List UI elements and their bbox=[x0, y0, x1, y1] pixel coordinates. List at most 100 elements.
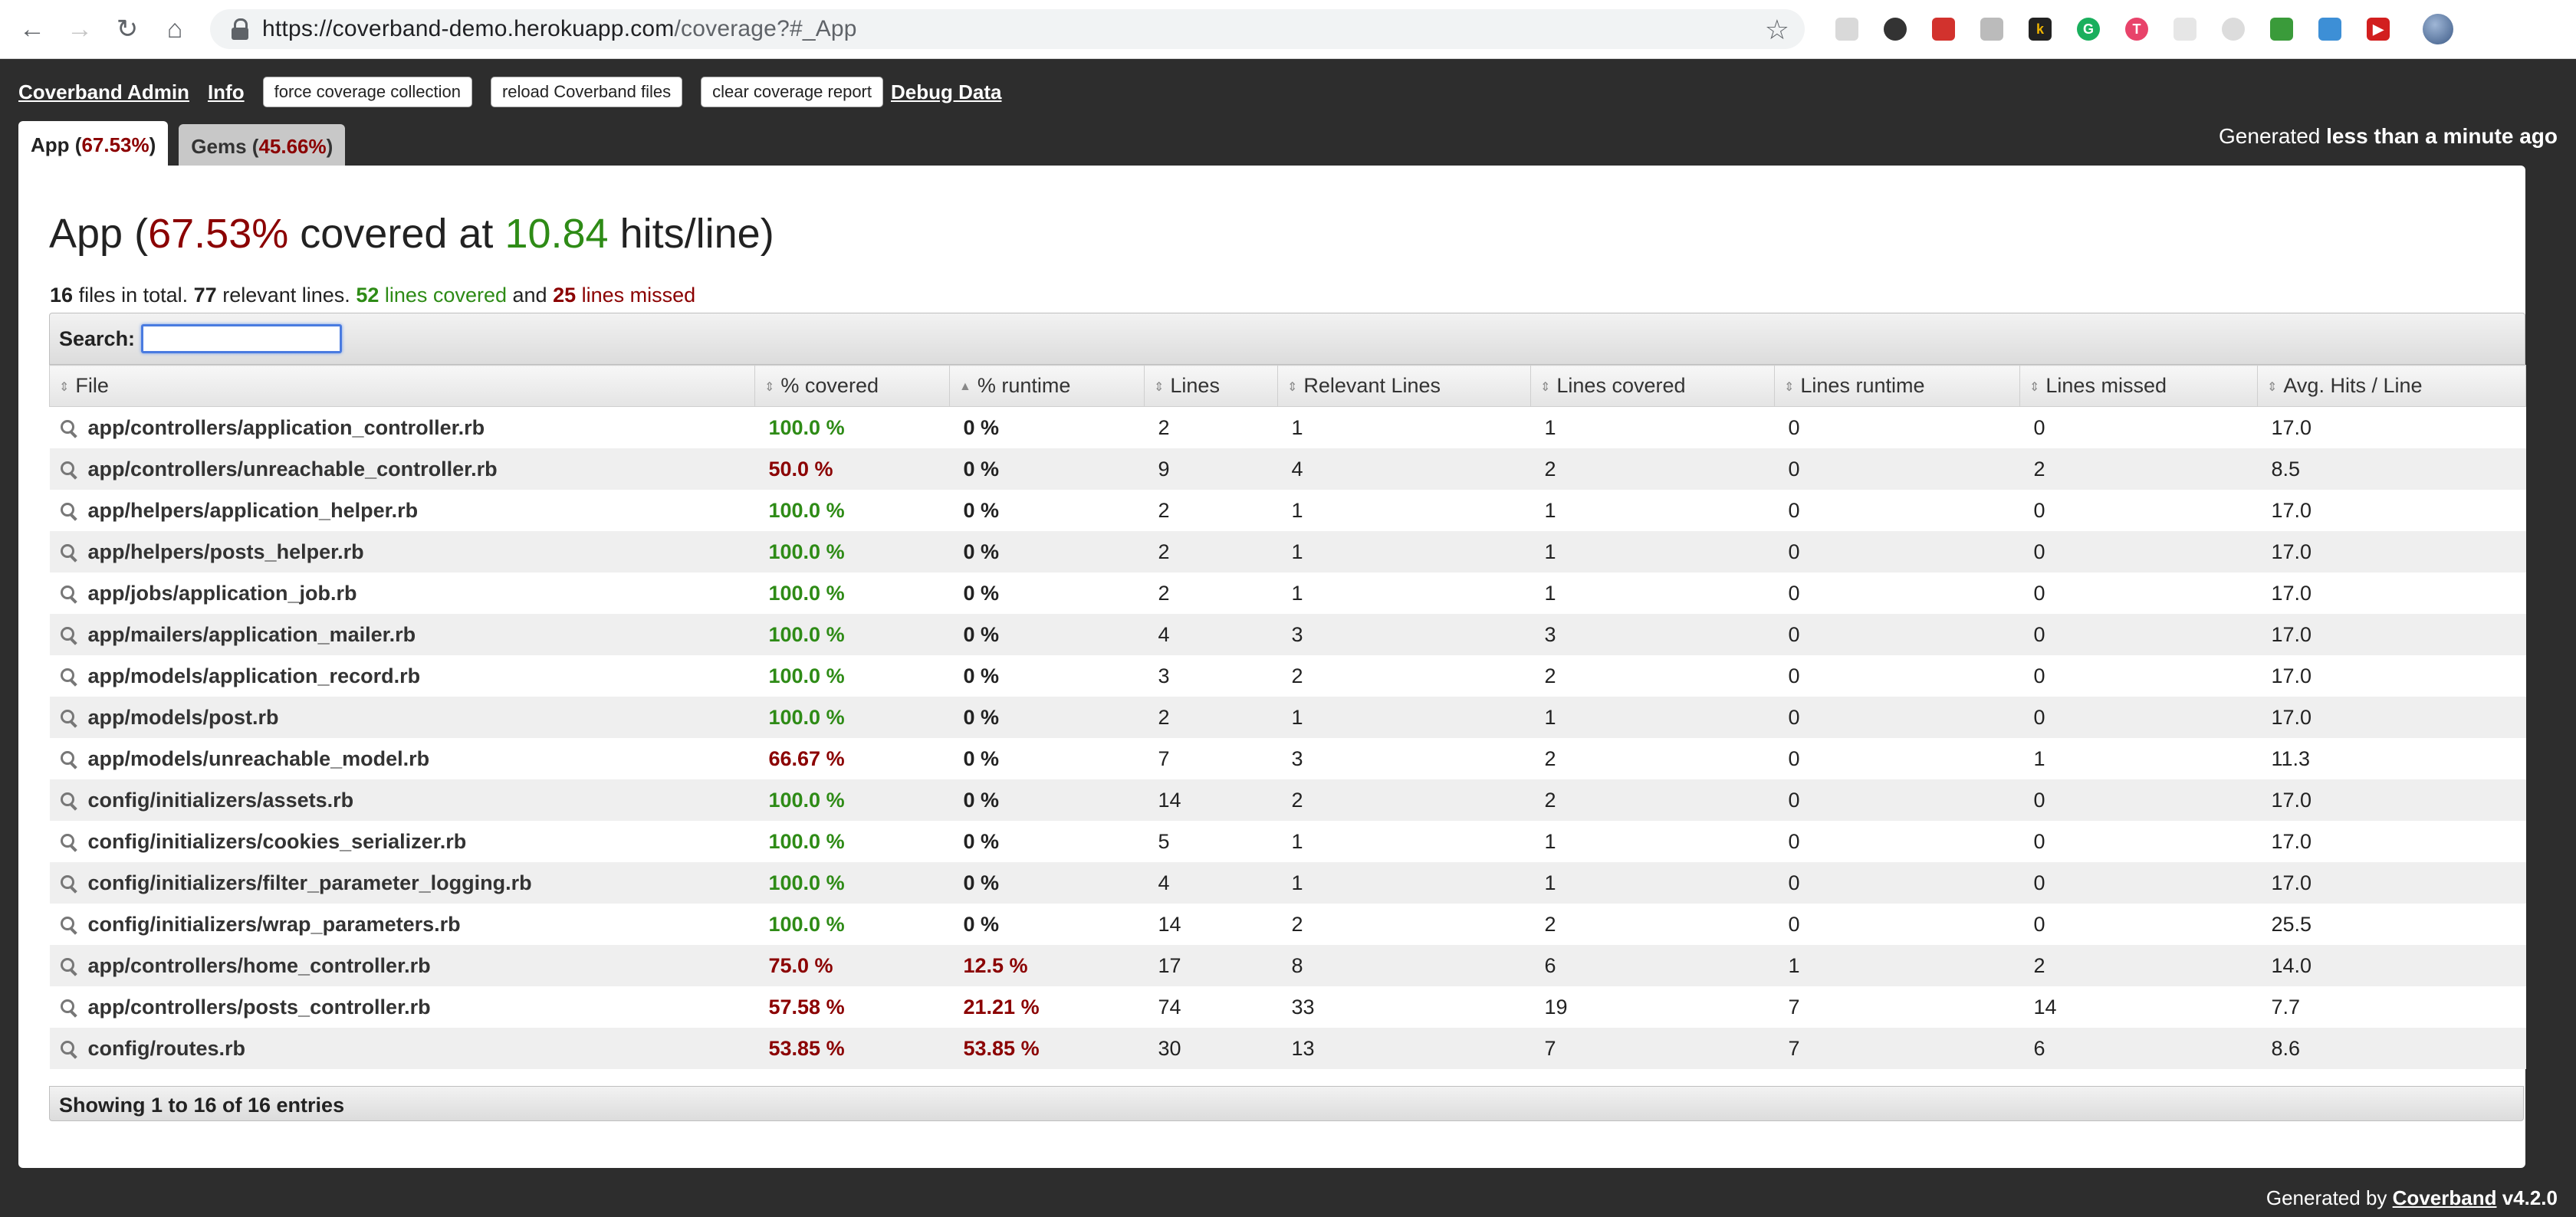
tab-gems[interactable]: Gems (45.66%) bbox=[179, 124, 346, 166]
lines-cell-text: 2 bbox=[1158, 415, 1170, 439]
lines-missed-cell: 0 bbox=[2019, 862, 2258, 904]
extension-icon[interactable] bbox=[1932, 18, 1955, 41]
address-bar[interactable]: https://coverband-demo.herokuapp.com/cov… bbox=[210, 9, 1805, 49]
magnifier-icon[interactable] bbox=[60, 586, 77, 605]
col-lines-runtime[interactable]: ⇕ Lines runtime bbox=[1774, 365, 2020, 407]
search-input[interactable] bbox=[141, 324, 343, 353]
coverage-summary: 16 files in total. 77 relevant lines. 52… bbox=[50, 284, 695, 307]
extension-icon[interactable] bbox=[1980, 18, 2003, 41]
magnifier-icon[interactable] bbox=[60, 503, 77, 522]
file-cell[interactable]: app/jobs/application_job.rb bbox=[49, 572, 755, 614]
col-lines-missed[interactable]: ⇕ Lines missed bbox=[2019, 365, 2258, 407]
profile-avatar[interactable] bbox=[2423, 14, 2453, 44]
runtime-cell: 0 % bbox=[949, 697, 1145, 738]
extension-icon[interactable]: G bbox=[2077, 18, 2100, 41]
col-relevant[interactable]: ⇕ Relevant Lines bbox=[1277, 365, 1531, 407]
extension-icon[interactable] bbox=[2318, 18, 2341, 41]
magnifier-icon[interactable] bbox=[60, 668, 77, 687]
col-lines[interactable]: ⇕ Lines bbox=[1144, 365, 1278, 407]
file-cell[interactable]: app/helpers/posts_helper.rb bbox=[49, 531, 755, 572]
avg-hits-cell: 17.0 bbox=[2257, 821, 2526, 862]
bookmark-star-icon[interactable]: ☆ bbox=[1764, 14, 1789, 45]
reload-files-button[interactable]: reload Coverband files bbox=[490, 77, 683, 107]
clear-report-button[interactable]: clear coverage report bbox=[701, 77, 883, 107]
tab-app[interactable]: App (67.53%) bbox=[18, 121, 169, 166]
extension-icon[interactable]: T bbox=[2125, 18, 2148, 41]
file-cell[interactable]: config/initializers/filter_parameter_log… bbox=[49, 862, 755, 904]
table-row: app/controllers/home_controller.rb 75.0 %… bbox=[49, 945, 2526, 986]
magnifier-icon[interactable] bbox=[60, 627, 77, 646]
magnifier-icon[interactable] bbox=[60, 917, 77, 936]
magnifier-icon[interactable] bbox=[60, 710, 77, 729]
info-link[interactable]: Info bbox=[207, 80, 245, 103]
file-cell[interactable]: app/models/application_record.rb bbox=[49, 655, 755, 697]
lines-cell: 14 bbox=[1144, 779, 1278, 821]
relevant-cell-text: 2 bbox=[1291, 664, 1303, 687]
magnifier-icon[interactable] bbox=[60, 875, 77, 894]
file-cell[interactable]: config/routes.rb bbox=[49, 1028, 755, 1069]
col-runtime[interactable]: ▲ % runtime bbox=[949, 365, 1145, 407]
lines-covered-cell-text: 1 bbox=[1544, 705, 1556, 729]
magnifier-icon[interactable] bbox=[60, 958, 77, 977]
lines-missed-cell-text: 0 bbox=[2033, 788, 2045, 812]
file-cell[interactable]: app/models/unreachable_model.rb bbox=[49, 738, 755, 779]
file-cell[interactable]: app/mailers/application_mailer.rb bbox=[49, 614, 755, 655]
magnifier-icon[interactable] bbox=[60, 420, 77, 439]
lines-missed-cell: 0 bbox=[2019, 821, 2258, 862]
forward-arrow-icon[interactable]: → bbox=[67, 15, 93, 44]
coverband-admin-link[interactable]: Coverband Admin bbox=[18, 80, 189, 103]
url-text[interactable]: https://coverband-demo.herokuapp.com/cov… bbox=[262, 16, 857, 42]
avg-hits-cell: 17.0 bbox=[2257, 572, 2526, 614]
file-cell[interactable]: config/initializers/assets.rb bbox=[49, 779, 755, 821]
runtime-cell-text: 12.5 % bbox=[963, 953, 1028, 977]
relevant-cell-text: 1 bbox=[1291, 415, 1303, 439]
covered-cell: 57.58 % bbox=[754, 986, 950, 1028]
lines-cell: 3 bbox=[1144, 655, 1278, 697]
coverage-table-wrapper: Search: ⇕ File ⇕ % covered ▲ % runtime ⇕ Lin… bbox=[49, 313, 2526, 1121]
summary-covered: 52 bbox=[356, 284, 380, 307]
extension-icon[interactable] bbox=[2270, 18, 2293, 41]
extension-icon[interactable]: ▶ bbox=[2367, 18, 2390, 41]
lines-runtime-cell-text: 0 bbox=[1788, 829, 1800, 853]
col-covered[interactable]: ⇕ % covered bbox=[754, 365, 950, 407]
file-cell[interactable]: config/initializers/wrap_parameters.rb bbox=[49, 904, 755, 945]
magnifier-icon[interactable] bbox=[60, 1041, 77, 1060]
debug-data-link[interactable]: Debug Data bbox=[891, 80, 1002, 103]
magnifier-icon[interactable] bbox=[60, 834, 77, 853]
lock-icon[interactable] bbox=[232, 18, 248, 40]
home-icon[interactable]: ⌂ bbox=[166, 15, 183, 44]
reload-icon[interactable]: ↻ bbox=[116, 15, 139, 44]
col-file[interactable]: ⇕ File bbox=[49, 365, 755, 407]
magnifier-icon[interactable] bbox=[60, 999, 77, 1019]
file-cell[interactable]: app/controllers/posts_controller.rb bbox=[49, 986, 755, 1028]
magnifier-icon[interactable] bbox=[60, 792, 77, 812]
back-arrow-icon[interactable]: ← bbox=[19, 15, 45, 44]
col-lines-covered[interactable]: ⇕ Lines covered bbox=[1530, 365, 1775, 407]
coverband-link[interactable]: Coverband bbox=[2392, 1186, 2497, 1209]
magnifier-icon[interactable] bbox=[60, 461, 77, 481]
magnifier-icon[interactable] bbox=[60, 751, 77, 770]
extension-icon[interactable]: k bbox=[2029, 18, 2052, 41]
runtime-cell-text: 0 % bbox=[963, 415, 1000, 439]
col-avg-hits[interactable]: ⇕ Avg. Hits / Line bbox=[2257, 365, 2526, 407]
file-cell[interactable]: config/initializers/cookies_serializer.r… bbox=[49, 821, 755, 862]
avg-hits-cell-text: 17.0 bbox=[2271, 498, 2312, 522]
version: v4.2.0 bbox=[2502, 1186, 2558, 1209]
file-cell[interactable]: app/controllers/application_controller.r… bbox=[49, 406, 755, 448]
extension-icon[interactable] bbox=[2222, 18, 2245, 41]
lines-cell-text: 4 bbox=[1158, 871, 1170, 894]
runtime-cell-text: 0 % bbox=[963, 457, 1000, 481]
file-cell[interactable]: app/helpers/application_helper.rb bbox=[49, 490, 755, 531]
extension-icon[interactable] bbox=[1884, 18, 1907, 41]
magnifier-icon[interactable] bbox=[60, 544, 77, 563]
lines-runtime-cell: 0 bbox=[1774, 448, 2020, 490]
extension-icon[interactable] bbox=[1835, 18, 1858, 41]
file-cell[interactable]: app/controllers/unreachable_controller.r… bbox=[49, 448, 755, 490]
file-cell[interactable]: app/controllers/home_controller.rb bbox=[49, 945, 755, 986]
lines-missed-cell: 6 bbox=[2019, 1028, 2258, 1069]
lines-cell-text: 14 bbox=[1158, 788, 1181, 812]
file-cell[interactable]: app/models/post.rb bbox=[49, 697, 755, 738]
file-cell-text: config/routes.rb bbox=[87, 1036, 246, 1060]
extension-icon[interactable] bbox=[2174, 18, 2196, 41]
force-coverage-button[interactable]: force coverage collection bbox=[262, 77, 472, 107]
